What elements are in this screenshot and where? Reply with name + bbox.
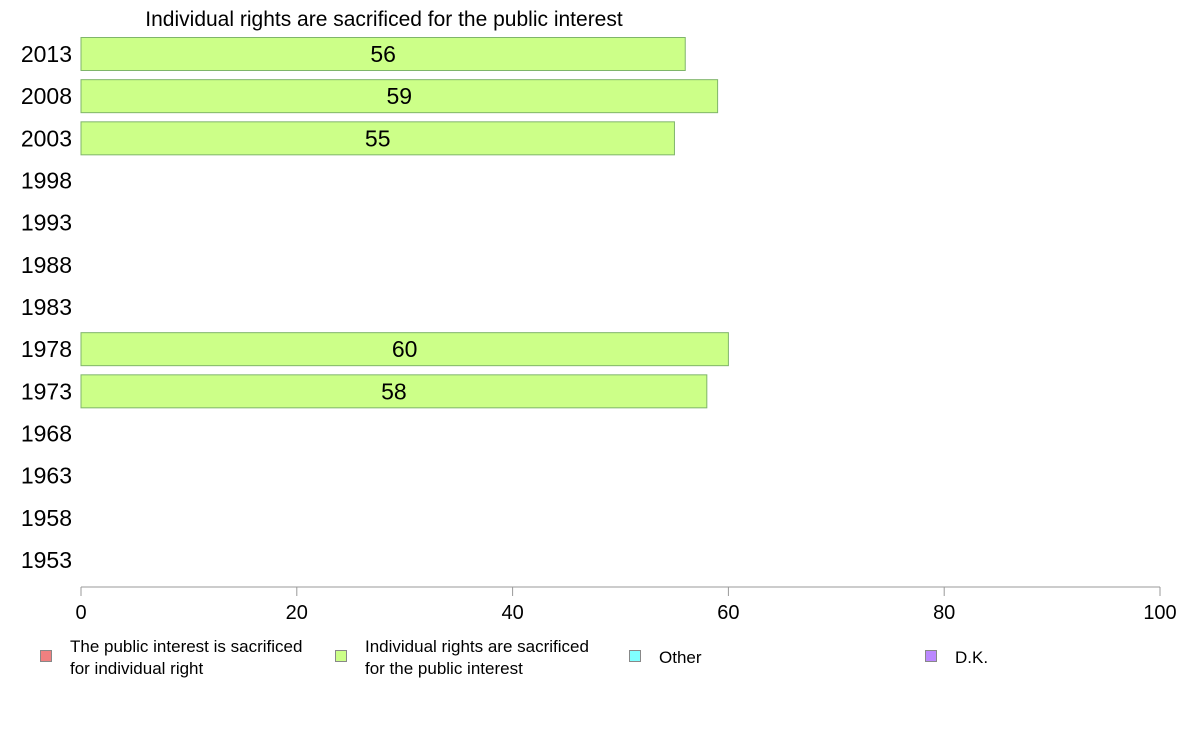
x-tick-label: 60 (717, 602, 739, 624)
y-tick-label: 1998 (21, 168, 72, 194)
legend-label: D.K. (955, 648, 989, 667)
legend-label: The public interest is sacrificed for in… (70, 637, 303, 678)
bar-value-label: 55 (365, 125, 391, 151)
x-tick-label: 0 (75, 602, 86, 624)
y-tick-label: 2008 (21, 83, 72, 109)
y-tick-label: 1993 (21, 210, 72, 236)
bar (80, 37, 686, 71)
x-tick-label: 100 (1143, 602, 1176, 624)
y-axis-labels: 2013 2008 2003 1998 1993 1988 1983 1978 1973 1968… (21, 41, 72, 573)
legend: The public interest is sacrificed for in… (0, 632, 1188, 692)
bar (80, 121, 675, 156)
bar-value-label: 56 (370, 41, 396, 67)
y-tick-label: 1968 (21, 421, 72, 447)
legend-swatch (40, 650, 52, 662)
x-tick-label: 40 (501, 602, 523, 624)
legend-label: Other (659, 648, 702, 667)
x-tick-label: 20 (286, 602, 308, 624)
bar (80, 374, 708, 409)
bars-group: 56 59 55 60 58 (80, 37, 729, 409)
legend-label: Individual rights are sacrificed for the… (365, 637, 589, 678)
y-tick-label: 1963 (21, 463, 72, 489)
x-axis-ticks: 0 20 40 60 80 100 (75, 587, 1177, 624)
chart-title: Individual rights are sacrificed for the… (145, 8, 623, 31)
y-tick-label: 1988 (21, 252, 72, 278)
bar-value-label: 59 (387, 83, 413, 109)
y-tick-label: 1973 (21, 378, 72, 404)
legend-swatch (925, 650, 937, 662)
bar (80, 79, 719, 114)
legend-swatch (335, 650, 347, 662)
bar-chart: Individual rights are sacrificed for the… (21, 8, 1177, 624)
y-tick-label: 2013 (21, 41, 72, 67)
bar-value-label: 58 (381, 378, 407, 404)
bar-value-label: 60 (392, 336, 418, 362)
x-tick-label: 80 (933, 602, 955, 624)
y-tick-label: 1983 (21, 294, 72, 320)
y-tick-label: 1958 (21, 505, 72, 531)
y-tick-label: 1953 (21, 547, 72, 573)
legend-swatch (629, 650, 641, 662)
y-tick-label: 1978 (21, 336, 72, 362)
y-tick-label: 2003 (21, 125, 72, 151)
bar (80, 332, 729, 367)
